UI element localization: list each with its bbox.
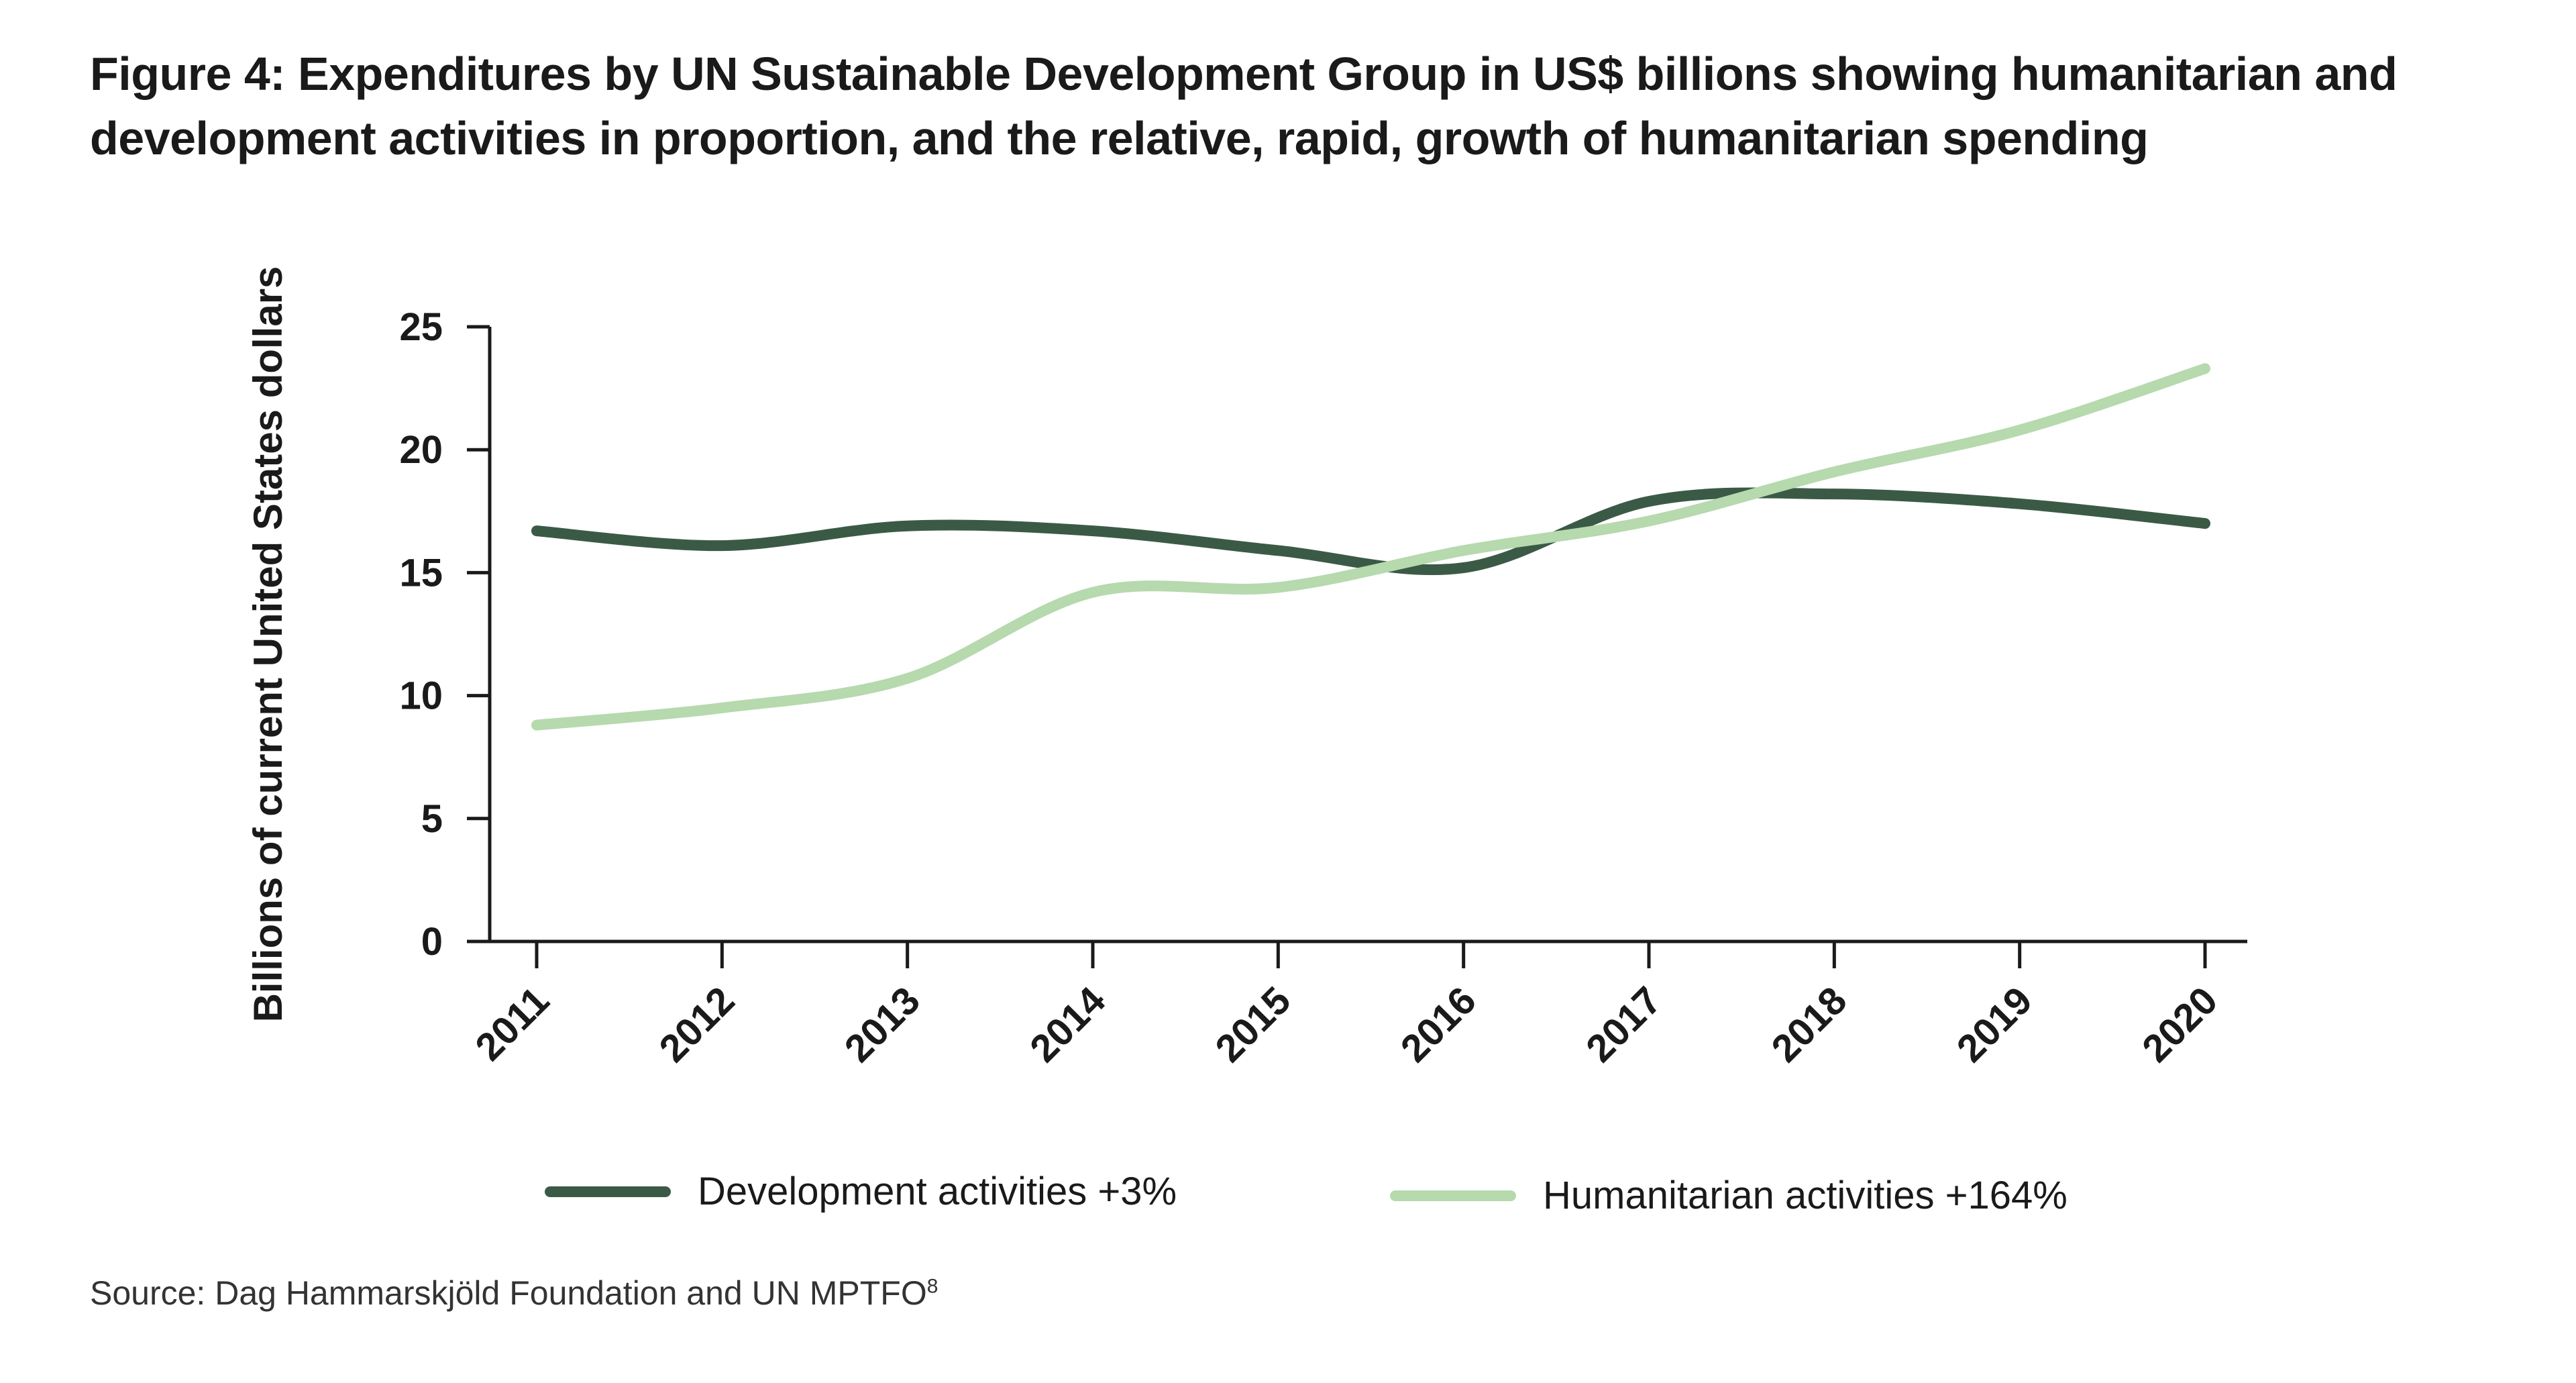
- series-lines: [531, 363, 2210, 731]
- legend-label-humanitarian: Humanitarian activities +164%: [1543, 1174, 2068, 1217]
- legend-item-humanitarian: Humanitarian activities +164%: [1390, 1173, 2068, 1218]
- y-tick-label: 20: [399, 428, 443, 472]
- legend-label-development: Development activities +3%: [698, 1170, 1177, 1213]
- legend-item-development: Development activities +3%: [545, 1169, 1177, 1214]
- series-line-development: [531, 487, 2210, 576]
- x-tick-label: 2020: [2134, 978, 2226, 1070]
- legend-swatch-development: [545, 1186, 671, 1197]
- chart-title: Figure 4: Expenditures by UN Sustainable…: [90, 48, 2398, 164]
- x-tick-label: 2016: [1393, 978, 1485, 1070]
- x-tick-label: 2014: [1022, 978, 1114, 1070]
- source-note: Source: Dag Hammarskjöld Foundation and …: [90, 1274, 938, 1313]
- y-tick-label: 25: [399, 305, 443, 349]
- x-tick-label: 2013: [837, 978, 928, 1070]
- x-tick-label: 2012: [651, 978, 743, 1070]
- footnote-marker: 8: [926, 1275, 938, 1298]
- y-tick-label: 15: [399, 551, 443, 595]
- y-tick-label: 5: [421, 797, 443, 841]
- axes: 0 5 10 15 20 25 2011 2012 2013 2014 2015 2016 2017 20…: [399, 305, 2247, 1070]
- source-text: Source: Dag Hammarskjöld Foundation and …: [90, 1274, 927, 1312]
- y-tick-label: 10: [399, 674, 443, 718]
- legend-swatch-humanitarian: [1390, 1190, 1516, 1201]
- x-tick-label: 2011: [467, 978, 557, 1069]
- x-tick-label: 2018: [1763, 978, 1855, 1070]
- x-tick-label: 2017: [1578, 978, 1670, 1070]
- y-axis-title: Billions of current United States dollar…: [246, 266, 290, 1023]
- series-line-humanitarian: [531, 363, 2210, 731]
- x-tick-label: 2015: [1207, 978, 1299, 1070]
- x-tick-label: 2019: [1949, 978, 2041, 1070]
- y-tick-label: 0: [421, 920, 443, 964]
